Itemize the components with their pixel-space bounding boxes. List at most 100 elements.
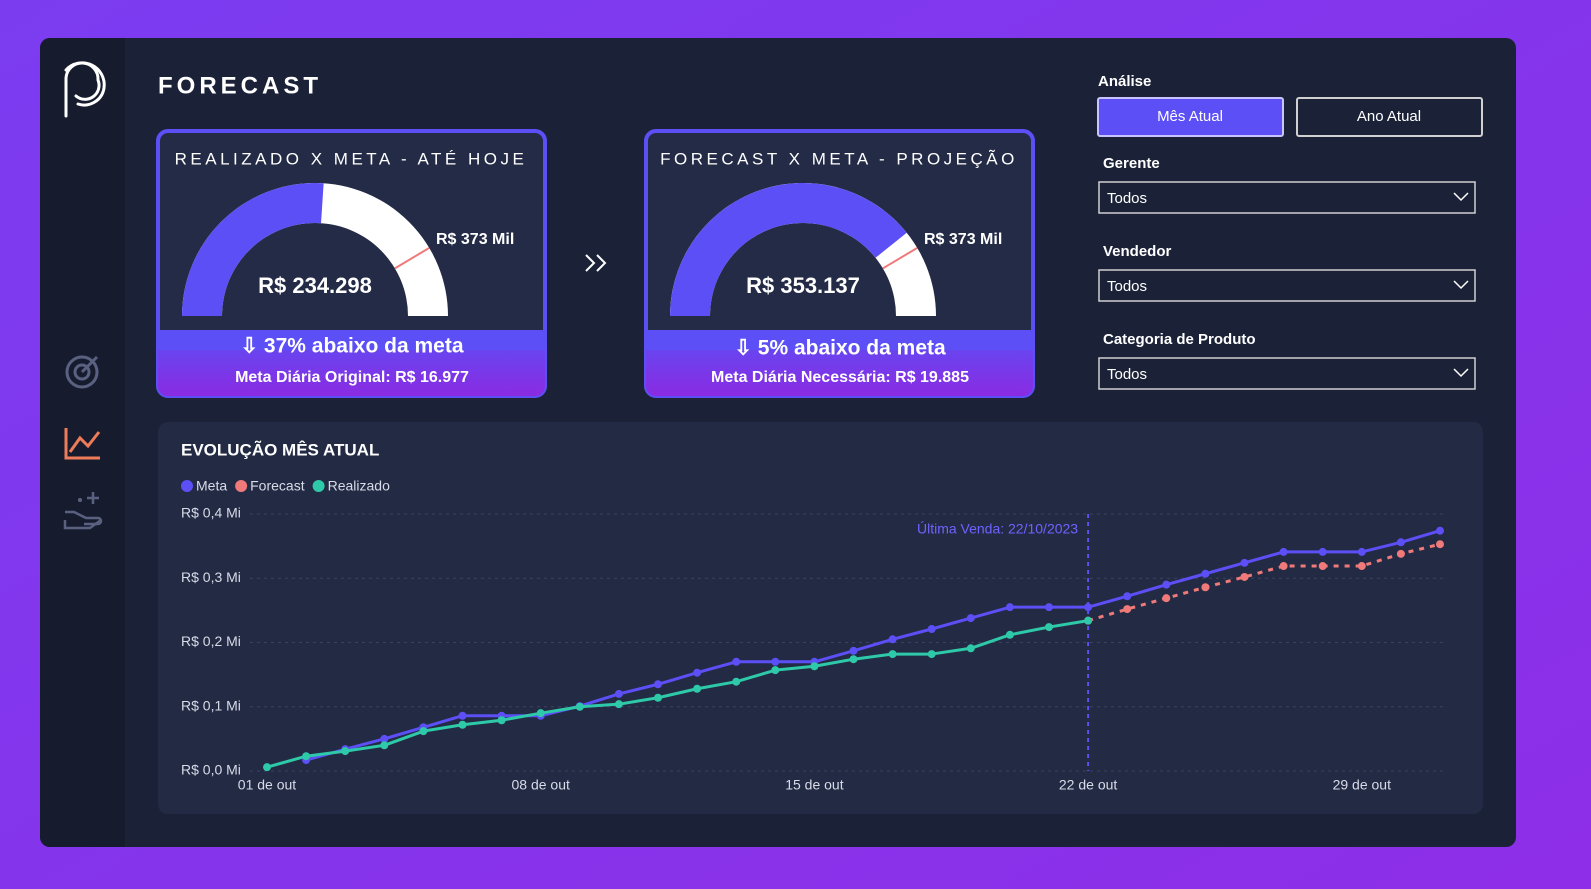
series-point	[927, 650, 936, 659]
filter-button-label: Mês Atual	[1157, 108, 1223, 125]
gauge-note: Meta Diária Necessária: R$ 19.885	[711, 369, 969, 386]
gauge-target-label: R$ 373 Mil	[924, 231, 1002, 248]
y-tick-label: R$ 0,0 Mi	[181, 762, 241, 778]
hand-icon[interactable]	[63, 492, 103, 530]
series-point	[771, 666, 780, 675]
series-point	[654, 693, 662, 702]
dropdown[interactable]	[1098, 357, 1476, 390]
gauge-title: FORECAST X META - PROJEÇÃO	[660, 149, 1018, 168]
dropdown-value: Todos	[1107, 190, 1147, 207]
series-point	[732, 677, 741, 686]
dropdown-label: Categoria de Produto	[1103, 331, 1256, 348]
series-point	[1396, 538, 1405, 547]
gauge-status: ⇩ 5% abaixo da meta	[734, 337, 946, 360]
filter-button-label: Ano Atual	[1357, 108, 1421, 125]
series-line	[305, 529, 1441, 762]
series-point	[1279, 547, 1288, 556]
dropdown-chevron	[1453, 280, 1469, 290]
series-point	[1240, 558, 1249, 567]
filter-button[interactable]	[1296, 97, 1483, 137]
arrow-icon	[585, 254, 607, 272]
series-point	[1240, 572, 1249, 581]
series-point	[458, 711, 467, 720]
series-point	[614, 689, 623, 698]
legend-marker	[235, 480, 248, 492]
target-icon[interactable]	[65, 355, 99, 389]
series-point	[1201, 569, 1210, 578]
page-title: FORECAST	[158, 72, 322, 99]
series-point	[771, 657, 780, 666]
x-tick-label: 29 de out	[1333, 777, 1391, 793]
series-point	[341, 747, 350, 756]
series-point	[497, 716, 506, 725]
legend-label: Realizado	[328, 478, 390, 494]
series-point	[927, 625, 936, 634]
series-point	[888, 635, 897, 644]
series-point	[1318, 562, 1327, 571]
gauge-note: Meta Diária Original: R$ 16.977	[235, 369, 469, 386]
series-point	[693, 684, 702, 693]
series-point	[849, 646, 858, 655]
gauge-target-label: R$ 373 Mil	[436, 231, 514, 248]
dropdown-chevron	[1453, 192, 1469, 202]
gauge-value: R$ 234.298	[258, 273, 372, 298]
series-point	[1162, 594, 1171, 603]
series-point	[263, 763, 271, 772]
dropdown-label: Gerente	[1103, 155, 1160, 172]
series-point	[1123, 592, 1132, 601]
series-point	[1357, 562, 1366, 571]
filter-label: Análise	[1098, 73, 1151, 90]
series-point	[575, 702, 584, 711]
dropdown[interactable]	[1098, 181, 1476, 214]
y-tick-label: R$ 0,2 Mi	[181, 633, 241, 649]
series-point	[1357, 547, 1366, 556]
series-point	[1279, 562, 1288, 571]
series-point	[380, 734, 389, 743]
series-point	[693, 668, 702, 677]
series-point	[614, 700, 623, 709]
gauge-fill	[670, 183, 907, 316]
series-point	[1005, 603, 1014, 612]
series-line	[266, 619, 1089, 769]
legend-label: Meta	[196, 478, 227, 494]
x-tick-label: 08 de out	[512, 777, 570, 793]
dropdown-value: Todos	[1107, 278, 1147, 295]
y-tick-label: R$ 0,4 Mi	[181, 505, 241, 521]
series-line	[1087, 542, 1441, 623]
series-point	[810, 662, 819, 671]
series-point	[536, 709, 545, 718]
dropdown-label: Vendedor	[1103, 243, 1172, 260]
gauge-banner-top	[646, 330, 1033, 350]
gauge-value: R$ 353.137	[746, 273, 860, 298]
series-point	[1045, 623, 1053, 632]
series-point	[1201, 583, 1210, 592]
series-point	[1436, 540, 1444, 549]
series-point	[849, 655, 858, 664]
filter-button[interactable]	[1097, 97, 1284, 137]
gauge-target	[882, 247, 918, 270]
series-point	[1396, 549, 1405, 558]
series-point	[1123, 605, 1132, 614]
x-tick-label: 15 de out	[785, 777, 843, 793]
series-point	[1436, 526, 1444, 535]
dropdown[interactable]	[1098, 269, 1476, 302]
annotation: Última Venda: 22/10/2023	[917, 521, 1078, 537]
gauge-banner-top	[158, 330, 545, 350]
x-tick-label: 01 de out	[238, 777, 296, 793]
x-tick-label: 22 de out	[1059, 777, 1117, 793]
series-point	[732, 657, 741, 666]
series-point	[380, 741, 389, 750]
series-point	[458, 720, 467, 729]
series-point	[302, 752, 311, 761]
chart-icon[interactable]	[64, 428, 101, 460]
y-tick-label: R$ 0,1 Mi	[181, 697, 241, 713]
legend-marker	[312, 480, 325, 492]
series-point	[654, 680, 662, 689]
chart-title: EVOLUÇÃO MÊS ATUAL	[181, 439, 379, 459]
series-point	[419, 727, 428, 736]
legend-label: Forecast	[250, 478, 305, 494]
dropdown-value: Todos	[1107, 366, 1147, 383]
gauge-title: REALIZADO X META - ATÉ HOJE	[175, 149, 528, 168]
